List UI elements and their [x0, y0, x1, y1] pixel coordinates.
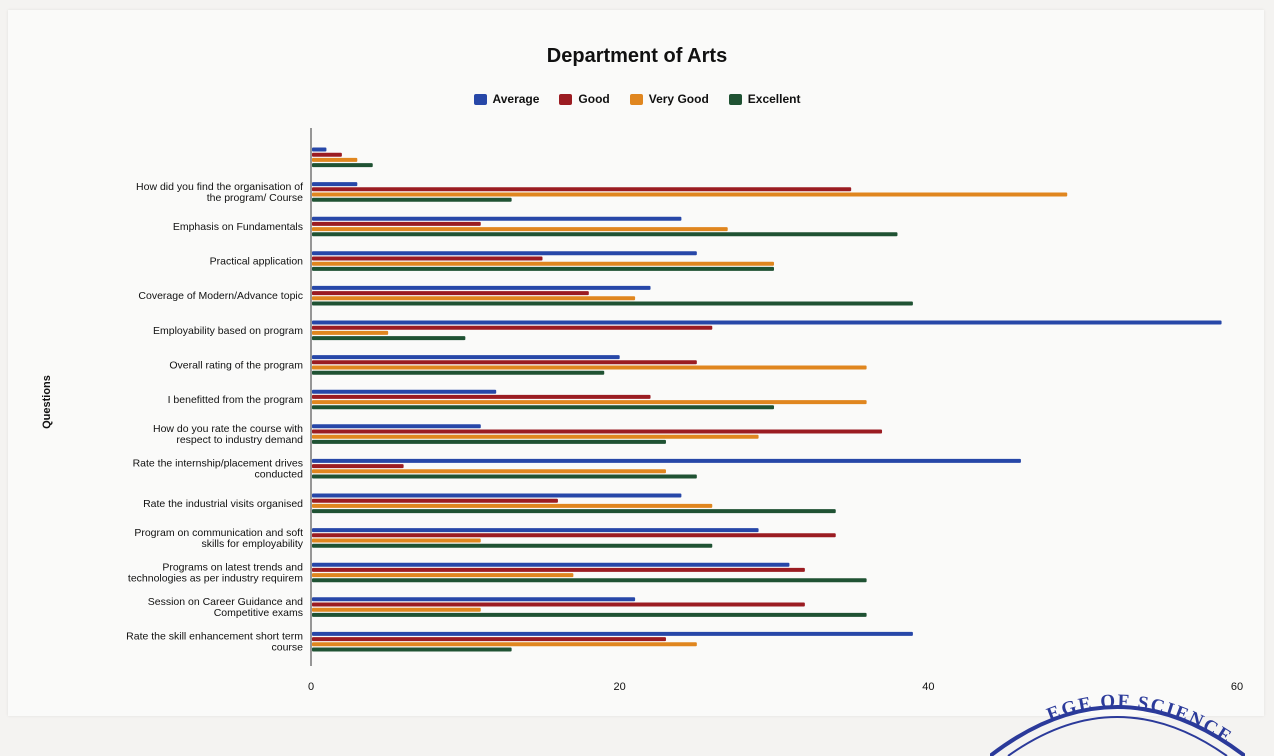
- legend-label: Good: [578, 92, 610, 106]
- college-seal-stamp: EGE OF SCIENCE: [990, 691, 1245, 756]
- bar-good[interactable]: [312, 360, 697, 365]
- y-tick-label: I benefitted from the program: [168, 394, 304, 406]
- bar-good[interactable]: [312, 325, 713, 330]
- legend-label: Excellent: [747, 92, 801, 106]
- bar-average[interactable]: [312, 562, 790, 567]
- bar-good[interactable]: [312, 187, 852, 192]
- y-tick-label: Session on Career Guidance and Competitiv…: [148, 596, 303, 619]
- bar-very-good[interactable]: [312, 538, 481, 543]
- y-tick-label: How did you find the organisation of the …: [136, 181, 303, 204]
- bar-good[interactable]: [312, 394, 651, 399]
- y-tick-label: Rate the industrial visits organised: [143, 498, 303, 510]
- bar-very-good[interactable]: [312, 296, 636, 301]
- legend-swatch: [473, 93, 487, 105]
- y-tick-label: Programs on latest trends and technologie…: [128, 562, 303, 585]
- y-tick-label: How do you rate the course with respect t…: [153, 423, 303, 446]
- bar-good[interactable]: [312, 602, 805, 607]
- legend-label: Very Good: [648, 92, 709, 106]
- bar-excellent[interactable]: [312, 301, 913, 306]
- bar-excellent[interactable]: [312, 197, 512, 202]
- legend-item-very-good[interactable]: Very Good: [629, 92, 709, 106]
- legend-item-good[interactable]: Good: [559, 92, 610, 106]
- bar-excellent[interactable]: [312, 266, 774, 271]
- bar-good[interactable]: [312, 637, 666, 642]
- legend-swatch: [728, 93, 742, 105]
- y-tick-label: Emphasis on Fundamentals: [173, 221, 303, 233]
- bar-good[interactable]: [312, 152, 342, 157]
- bar-good[interactable]: [312, 567, 805, 572]
- x-tick-label: 0: [308, 681, 314, 693]
- bar-chart-plot: How did you find the organisation of the …: [126, 128, 1243, 693]
- bar-average[interactable]: [312, 182, 358, 187]
- bar-good[interactable]: [312, 464, 404, 469]
- chart-legend: Average Good Very Good Excellent: [0, 92, 1274, 106]
- x-tick-label: 20: [614, 681, 626, 693]
- bar-very-good[interactable]: [312, 573, 574, 578]
- y-tick-label: Rate the skill enhancement short term cou…: [126, 631, 303, 654]
- bar-excellent[interactable]: [312, 509, 836, 514]
- y-tick-label: Program on communication and soft skills …: [134, 527, 303, 550]
- x-tick-label: 40: [922, 681, 934, 693]
- bar-average[interactable]: [312, 424, 481, 429]
- bar-average[interactable]: [312, 493, 682, 498]
- bar-average[interactable]: [312, 320, 1222, 325]
- bar-excellent[interactable]: [312, 578, 867, 583]
- bar-very-good[interactable]: [312, 400, 867, 405]
- legend-label: Average: [492, 92, 540, 106]
- bar-average[interactable]: [312, 251, 697, 256]
- bar-average[interactable]: [312, 458, 1021, 463]
- legend-item-average[interactable]: Average: [473, 92, 540, 106]
- x-tick-label: 60: [1231, 681, 1243, 693]
- bar-good[interactable]: [312, 256, 543, 261]
- bar-very-good[interactable]: [312, 503, 713, 508]
- bar-very-good[interactable]: [312, 607, 481, 612]
- bar-average[interactable]: [312, 285, 651, 290]
- y-tick-label: Employability based on program: [153, 325, 303, 337]
- bar-excellent[interactable]: [312, 543, 713, 548]
- bar-average[interactable]: [312, 216, 682, 221]
- bar-very-good[interactable]: [312, 261, 774, 266]
- bar-very-good[interactable]: [312, 192, 1068, 197]
- chart-title: Department of Arts: [546, 45, 728, 67]
- bar-average[interactable]: [312, 355, 620, 360]
- y-tick-label: Overall rating of the program: [169, 359, 303, 371]
- bar-excellent[interactable]: [312, 439, 666, 444]
- bar-excellent[interactable]: [312, 336, 466, 341]
- bar-excellent[interactable]: [312, 163, 373, 168]
- bar-good[interactable]: [312, 221, 481, 226]
- y-tick-label: Rate the internship/placement drives cond…: [133, 458, 304, 481]
- bar-average[interactable]: [312, 631, 913, 636]
- bar-very-good[interactable]: [312, 330, 389, 335]
- bar-very-good[interactable]: [312, 157, 358, 162]
- bar-very-good[interactable]: [312, 434, 759, 439]
- bar-very-good[interactable]: [312, 642, 697, 647]
- bar-excellent[interactable]: [312, 232, 898, 237]
- bar-good[interactable]: [312, 429, 883, 434]
- y-tick-label: Practical application: [210, 256, 304, 268]
- bar-good[interactable]: [312, 498, 558, 503]
- bar-average[interactable]: [312, 528, 759, 533]
- bar-good[interactable]: [312, 291, 589, 296]
- bar-excellent[interactable]: [312, 370, 605, 375]
- bar-good[interactable]: [312, 533, 836, 538]
- bar-excellent[interactable]: [312, 474, 697, 479]
- legend-swatch: [559, 93, 573, 105]
- bar-very-good[interactable]: [312, 469, 666, 474]
- bar-very-good[interactable]: [312, 227, 728, 232]
- legend-swatch: [629, 93, 643, 105]
- bar-excellent[interactable]: [312, 612, 867, 617]
- bar-average[interactable]: [312, 389, 497, 394]
- legend-item-excellent[interactable]: Excellent: [728, 92, 801, 106]
- y-tick-label: Coverage of Modern/Advance topic: [138, 290, 303, 302]
- bar-average[interactable]: [312, 597, 636, 602]
- bar-average[interactable]: [312, 147, 327, 152]
- bar-excellent[interactable]: [312, 647, 512, 652]
- bar-excellent[interactable]: [312, 405, 774, 410]
- bar-very-good[interactable]: [312, 365, 867, 370]
